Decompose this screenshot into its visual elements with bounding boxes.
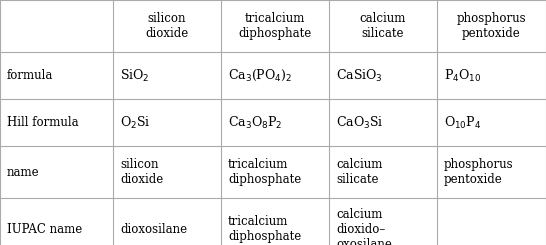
Text: silicon
dioxide: silicon dioxide bbox=[145, 12, 188, 40]
Text: IUPAC name: IUPAC name bbox=[7, 222, 82, 235]
Text: Ca$_3$(PO$_4$)$_2$: Ca$_3$(PO$_4$)$_2$ bbox=[228, 68, 292, 83]
Text: SiO$_2$: SiO$_2$ bbox=[120, 67, 150, 84]
Text: tricalcium
diphosphate: tricalcium diphosphate bbox=[228, 158, 301, 186]
Text: dioxosilane: dioxosilane bbox=[120, 222, 187, 235]
Text: tricalcium
diphosphate: tricalcium diphosphate bbox=[228, 215, 301, 243]
Text: P$_4$O$_{10}$: P$_4$O$_{10}$ bbox=[444, 67, 482, 84]
Text: Ca$_3$O$_8$P$_2$: Ca$_3$O$_8$P$_2$ bbox=[228, 114, 282, 131]
Text: formula: formula bbox=[7, 69, 54, 82]
Text: CaO$_3$Si: CaO$_3$Si bbox=[336, 114, 383, 131]
Text: O$_{10}$P$_4$: O$_{10}$P$_4$ bbox=[444, 114, 482, 131]
Text: Hill formula: Hill formula bbox=[7, 116, 79, 129]
Text: name: name bbox=[7, 166, 40, 179]
Text: O$_2$Si: O$_2$Si bbox=[120, 114, 151, 131]
Text: calcium
dioxido–
oxosilane: calcium dioxido– oxosilane bbox=[336, 208, 392, 245]
Text: CaSiO$_3$: CaSiO$_3$ bbox=[336, 67, 383, 84]
Text: phosphorus
pentoxide: phosphorus pentoxide bbox=[456, 12, 526, 40]
Text: tricalcium
diphosphate: tricalcium diphosphate bbox=[239, 12, 312, 40]
Text: silicon
dioxide: silicon dioxide bbox=[120, 158, 163, 186]
Text: calcium
silicate: calcium silicate bbox=[360, 12, 406, 40]
Text: calcium
silicate: calcium silicate bbox=[336, 158, 382, 186]
Text: phosphorus
pentoxide: phosphorus pentoxide bbox=[444, 158, 514, 186]
